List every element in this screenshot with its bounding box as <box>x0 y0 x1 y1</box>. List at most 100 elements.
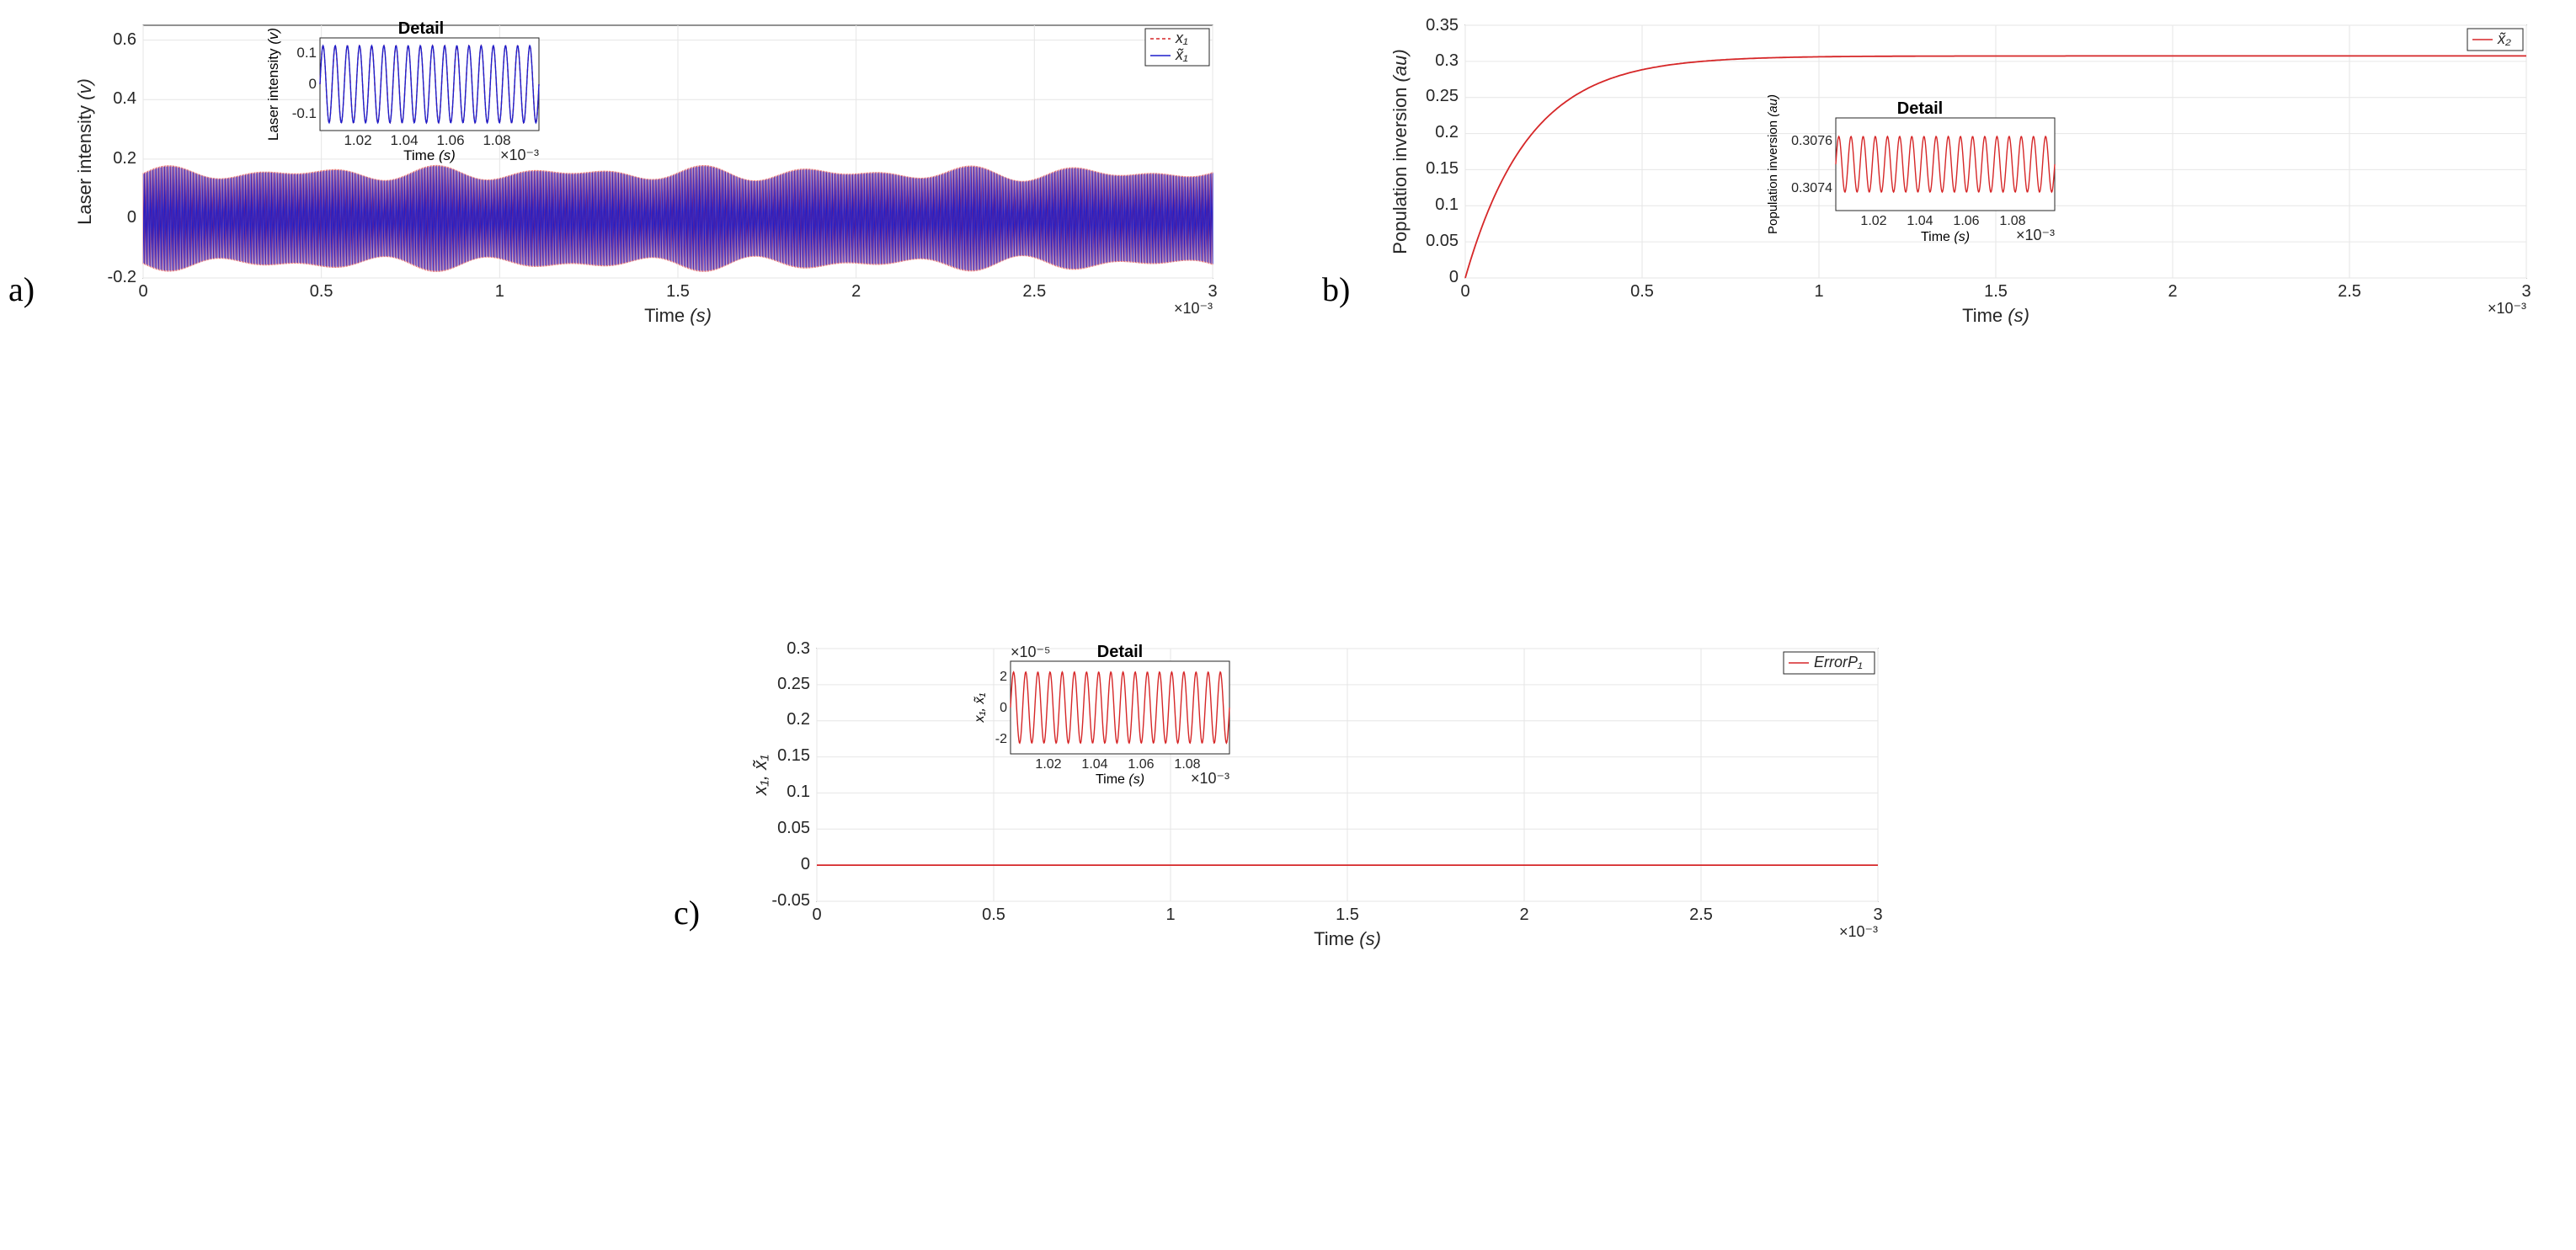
xtick-label: 3 <box>2521 282 2531 301</box>
xtick-label: 0 <box>138 282 147 301</box>
panel-a-x-sci: ×10⁻³ <box>1174 300 1213 317</box>
xtick-label: 2.5 <box>2338 282 2361 301</box>
panel-c-ylabel: x₁, x̃₁ <box>749 755 771 796</box>
ytick-label: 0.25 <box>1426 87 1459 105</box>
panel-label-a-text: a) <box>8 270 35 308</box>
panel-label-c-text: c) <box>674 894 700 932</box>
panel-a-ylabel: Laser intensity (v) <box>74 78 95 225</box>
panel-c-x-sci: ×10⁻³ <box>1839 923 1878 940</box>
panel-b-legend: x̃₂ <box>2467 29 2523 51</box>
xtick-label: 1.5 <box>666 282 690 301</box>
xtick-label: 1 <box>495 282 504 301</box>
xtick-label: 0.5 <box>982 905 1005 924</box>
ytick-label: 0.6 <box>113 30 136 49</box>
ytick-label: 0.3076 <box>1791 134 1832 148</box>
xtick-label: 1.04 <box>1907 214 1933 228</box>
ytick-label: -2 <box>995 732 1007 746</box>
ytick-label: 0.2 <box>113 149 136 168</box>
panel-b-plot: 0 0.5 1 1.5 2 2.5 3 ×10⁻³ 0 0.05 0.1 0.1… <box>1381 8 2560 329</box>
xtick-label: 1 <box>1165 905 1175 924</box>
xtick-label: 0.5 <box>310 282 333 301</box>
panel-c-svg: 0 0.5 1 1.5 2 2.5 3 ×10⁻³ -0.05 0 0.05 0… <box>733 632 1912 952</box>
ytick-label: 0.3 <box>1435 51 1459 70</box>
inset-y-sci: ×10⁻⁵ <box>1011 644 1051 660</box>
inset-ylabel: Laser intensity (v) <box>265 28 281 141</box>
panel-c-xlabel: Time (s) <box>1314 928 1381 949</box>
inset-ylabel: x₁, x̃₁ <box>973 693 987 724</box>
xtick-label: 2 <box>2168 282 2177 301</box>
panel-b-svg: 0 0.5 1 1.5 2 2.5 3 ×10⁻³ 0 0.05 0.1 0.1… <box>1381 8 2560 329</box>
ytick-label: 0.25 <box>777 675 810 693</box>
ytick-label: 0 <box>801 855 810 873</box>
xtick-label: 0 <box>812 905 821 924</box>
xtick-label: 1.5 <box>1984 282 2008 301</box>
ytick-label: 2 <box>1000 670 1007 684</box>
xtick-label: 1.02 <box>1860 214 1886 228</box>
panel-a-plot: 0 0.5 1 1.5 2 2.5 3 ×10⁻³ -0.2 0 0.2 0.4… <box>67 8 1246 329</box>
panel-c-legend: ErrorP₁ <box>1784 652 1875 674</box>
xtick-label: 1.04 <box>390 132 418 148</box>
ytick-label: 0.1 <box>1435 195 1459 214</box>
legend-label: ErrorP₁ <box>1814 654 1863 670</box>
ytick-label: 0.3 <box>787 639 810 658</box>
ytick-label: 0 <box>1449 268 1459 286</box>
panel-label-c: c) <box>674 893 700 932</box>
xtick-label: 2 <box>1519 905 1528 924</box>
panel-b-yticks: 0 0.05 0.1 0.15 0.2 0.25 0.3 0.35 <box>1426 16 1459 286</box>
ytick-label: 0.05 <box>777 819 810 837</box>
panel-a-xlabel: Time (s) <box>644 305 712 326</box>
xtick-label: 2 <box>851 282 861 301</box>
ytick-label: 0.2 <box>787 710 810 729</box>
ytick-label: 0.1 <box>787 783 810 801</box>
panel-a-yticks: -0.2 0 0.2 0.4 0.6 <box>108 30 136 286</box>
xtick-label: 1.5 <box>1336 905 1359 924</box>
xtick-label: 1.02 <box>1035 757 1061 772</box>
ytick-label: -0.05 <box>771 891 810 910</box>
panel-label-b: b) <box>1322 270 1350 309</box>
panel-a-xticks: 0 0.5 1 1.5 2 2.5 3 <box>138 282 1217 301</box>
inset-xlabel: Time (s) <box>1096 772 1144 787</box>
xtick-label: 0.5 <box>1630 282 1654 301</box>
panel-label-b-text: b) <box>1322 270 1350 308</box>
panel-c-plot: 0 0.5 1 1.5 2 2.5 3 ×10⁻³ -0.05 0 0.05 0… <box>733 632 1912 952</box>
inset-xlabel: Time (s) <box>403 147 456 163</box>
xtick-label: 1 <box>1814 282 1823 301</box>
ytick-label: 0.05 <box>1426 232 1459 250</box>
xtick-label: 0 <box>1460 282 1469 301</box>
legend-label: x̃₂ <box>2497 30 2511 47</box>
inset-xlabel: Time (s) <box>1921 230 1970 244</box>
panel-b-ylabel: Population inversion (au) <box>1389 49 1411 254</box>
legend-label: x̃₁ <box>1175 46 1188 63</box>
inset-x-sci: ×10⁻³ <box>1191 770 1229 787</box>
panel-b-x-sci: ×10⁻³ <box>2488 300 2526 317</box>
panel-c-yticks: -0.05 0 0.05 0.1 0.15 0.2 0.25 0.3 <box>771 639 810 910</box>
ytick-label: 0.4 <box>113 89 136 108</box>
inset-x-sci: ×10⁻³ <box>2016 227 2055 243</box>
panel-a-svg: 0 0.5 1 1.5 2 2.5 3 ×10⁻³ -0.2 0 0.2 0.4… <box>67 8 1246 329</box>
ytick-label: 0.15 <box>1426 159 1459 178</box>
figure-container: a) b) c) <box>0 0 2576 1250</box>
panel-label-a: a) <box>8 270 35 309</box>
ytick-label: 0.35 <box>1426 16 1459 35</box>
inset-title: Detail <box>398 19 444 38</box>
panel-a-axes: 0 0.5 1 1.5 2 2.5 3 ×10⁻³ -0.2 0 0.2 0.4… <box>74 19 1218 326</box>
panel-c-xticks: 0 0.5 1 1.5 2 2.5 3 <box>812 905 1882 924</box>
ytick-label: 0 <box>1000 701 1007 715</box>
xtick-label: 1.06 <box>1953 214 1979 228</box>
xtick-label: 1.06 <box>1128 757 1154 772</box>
xtick-label: 3 <box>1208 282 1217 301</box>
panel-a-legend: x₁ x̃₁ <box>1145 29 1209 66</box>
xtick-label: 1.04 <box>1081 757 1107 772</box>
xtick-label: 1.02 <box>344 132 371 148</box>
xtick-label: 2.5 <box>1689 905 1713 924</box>
ytick-label: 0 <box>309 76 317 92</box>
ytick-label: -0.2 <box>108 268 136 286</box>
inset-ylabel: Population inversion (au) <box>1766 94 1780 234</box>
panel-a-series <box>143 165 1213 272</box>
ytick-label: 0 <box>127 208 136 227</box>
panel-c-axes: 0 0.5 1 1.5 2 2.5 3 ×10⁻³ -0.05 0 0.05 0… <box>749 639 1883 949</box>
legend-label: x₁ <box>1175 29 1188 46</box>
panel-b-xticks: 0 0.5 1 1.5 2 2.5 3 <box>1460 282 2531 301</box>
inset-x-sci: ×10⁻³ <box>500 147 539 163</box>
xtick-label: 3 <box>1873 905 1882 924</box>
